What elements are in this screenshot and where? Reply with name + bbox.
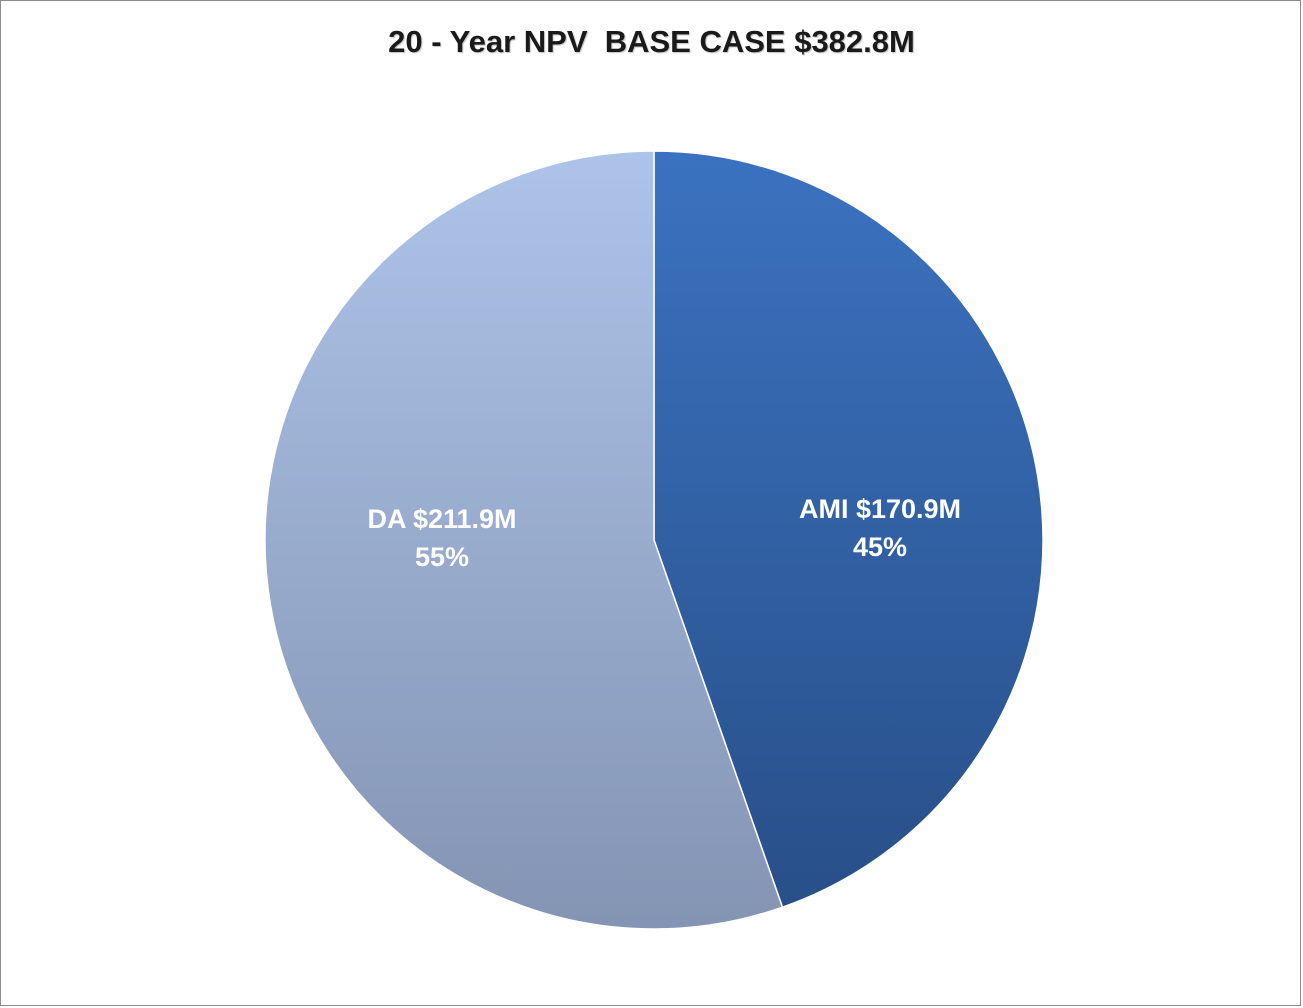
slice-percent-ami: 45% xyxy=(853,532,907,562)
slice-label-da: DA $211.9M xyxy=(367,504,516,534)
slice-percent-da: 55% xyxy=(415,542,469,572)
pie-slice-da xyxy=(264,150,784,930)
pie-slices xyxy=(264,150,1044,930)
slice-label-ami: AMI $170.9M xyxy=(799,494,961,524)
pie-slice-ami xyxy=(653,150,1044,909)
chart-title: 20 - Year NPV BASE CASE $382.8M xyxy=(388,24,915,59)
pie-labels: AMI $170.9M 45% DA $211.9M 55% xyxy=(367,494,961,572)
